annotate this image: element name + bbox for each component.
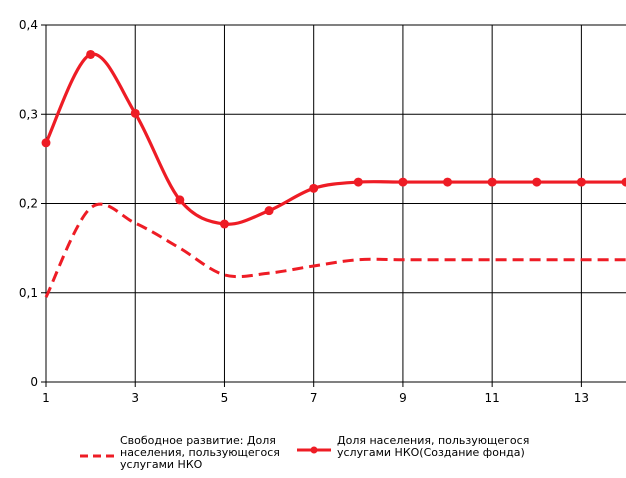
legend-label-1-line-1: услугами НКО(Создание фонда) (337, 446, 525, 459)
y-tick-label-0: 0 (30, 375, 38, 389)
series (41, 49, 626, 298)
grid (46, 24, 626, 382)
y-tick-label-4: 0,4 (19, 18, 38, 32)
series-1-point-9 (398, 177, 408, 187)
series-0 (44, 202, 626, 298)
series-1-point-13 (576, 177, 586, 187)
x-tick-label-13: 13 (574, 391, 589, 405)
x-tick-label-3: 3 (131, 391, 139, 405)
series-1-point-8 (353, 177, 363, 187)
series-1-point-1 (41, 138, 51, 148)
legend-label-0-line-2: услугами НКО (120, 458, 203, 471)
x-tick-label-9: 9 (399, 391, 407, 405)
y-tick-label-2: 0,2 (19, 197, 38, 211)
series-1-point-2 (86, 49, 96, 59)
series-1-point-4 (175, 195, 185, 205)
series-1-point-5 (219, 219, 229, 229)
series-1-point-14 (621, 177, 626, 187)
legend-marker-1 (310, 446, 318, 454)
series-line-0 (44, 202, 626, 298)
y-tick-label-1: 0,1 (19, 286, 38, 300)
legend-label-1-line-0: Доля населения, пользующегося (337, 434, 529, 447)
series-1-point-12 (532, 177, 542, 187)
axes (41, 24, 626, 387)
y-tick-label-3: 0,3 (19, 107, 38, 121)
series-1-point-11 (487, 177, 497, 187)
series-1-point-6 (264, 206, 274, 216)
legend-label-0-line-0: Свободное развитие: Доля (120, 434, 276, 447)
series-line-1 (44, 52, 626, 226)
series-1 (41, 49, 626, 229)
x-tick-label-7: 7 (310, 391, 318, 405)
legend-label-0-line-1: населения, пользующегося (120, 446, 280, 459)
series-1-point-7 (309, 183, 319, 193)
x-tick-label-5: 5 (221, 391, 229, 405)
x-tick-label-1: 1 (42, 391, 50, 405)
series-1-point-3 (130, 108, 140, 118)
x-tick-label-11: 11 (485, 391, 500, 405)
series-1-point-10 (443, 177, 453, 187)
